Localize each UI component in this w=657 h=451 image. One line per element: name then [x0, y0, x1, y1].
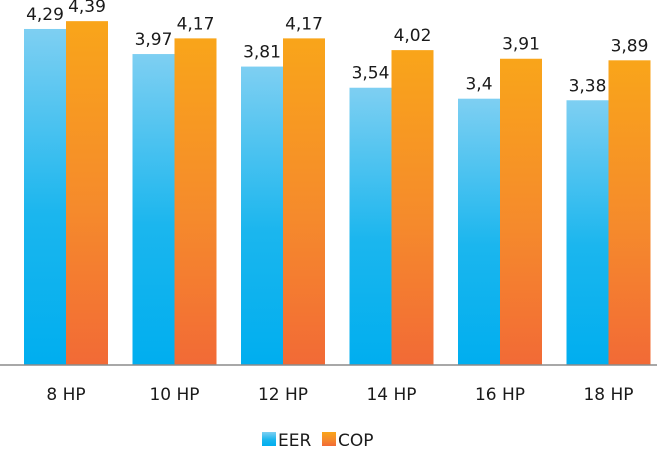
x-tick-label: 16 HP [475, 385, 525, 405]
legend: EER COP [262, 431, 374, 451]
data-label-eer-1: 3,97 [135, 30, 173, 50]
data-label-cop-5: 3,89 [611, 36, 649, 56]
bar-cop-3 [391, 50, 434, 365]
data-label-eer-2: 3,81 [243, 43, 281, 63]
bar-eer-1 [132, 54, 175, 365]
x-tick-labels: 8 HP 10 HP 12 HP 14 HP 16 HP 18 HP [46, 385, 633, 405]
x-tick-label: 18 HP [583, 385, 633, 405]
data-label-cop-2: 4,17 [285, 14, 323, 34]
x-tick-label: 12 HP [258, 385, 308, 405]
bars-group: 4,29 4,393,974,173,814,173,544,023,43,913… [24, 0, 651, 366]
data-label-cop-4: 3,91 [502, 35, 540, 55]
bar-eer-0 [24, 28, 66, 366]
legend-swatch-eer [262, 432, 276, 446]
data-label-cop-1: 4,17 [177, 14, 215, 34]
x-tick-label: 10 HP [149, 385, 199, 405]
data-label-eer-3: 3,54 [352, 64, 390, 84]
bar-eer-5 [566, 100, 609, 365]
bar-eer-3 [349, 87, 392, 366]
bar-cop-5 [608, 60, 651, 365]
bar-cop-0 [66, 21, 108, 365]
legend-label-eer: EER [278, 431, 311, 451]
x-tick-label: 8 HP [46, 385, 85, 405]
bar-eer-4 [458, 98, 500, 366]
legend-swatch-cop [322, 432, 336, 446]
x-tick-label: 14 HP [366, 385, 416, 405]
data-label-cop-0: 4,39 [68, 0, 106, 17]
data-label-eer-5: 3,38 [569, 76, 607, 96]
data-label-cop-3: 4,02 [394, 26, 432, 46]
legend-label-cop: COP [338, 431, 374, 451]
bar-cop-2 [283, 38, 325, 366]
bar-cop-1 [174, 38, 217, 366]
data-label-eer-4: 3,4 [465, 75, 492, 95]
data-label-eer-0: 4,29 [26, 5, 64, 25]
bar-cop-4 [500, 58, 542, 366]
bar-eer-2 [241, 66, 283, 365]
